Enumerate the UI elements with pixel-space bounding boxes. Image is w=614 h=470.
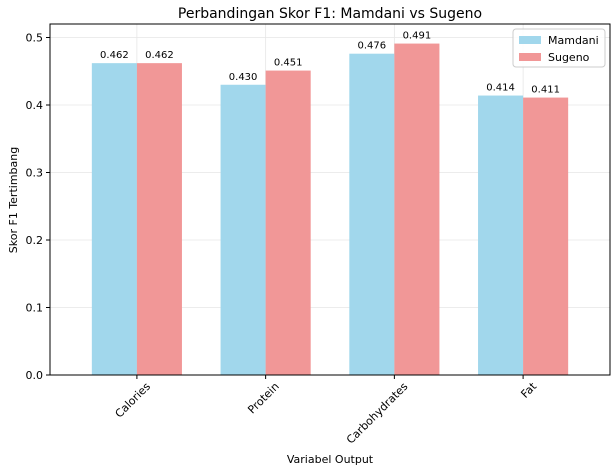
y-tick-label: 0.4 <box>26 99 44 112</box>
bar-sugeno-protein <box>265 70 311 375</box>
x-tick-label: Calories <box>113 380 154 421</box>
data-labels: 0.462 0.430 0.476 0.414 0.462 0.451 0.491 0.411 <box>100 31 560 96</box>
legend-swatch <box>519 36 541 44</box>
legend: Mamdani Sugeno <box>512 28 606 68</box>
x-tick-label: Protein <box>245 380 281 416</box>
legend-swatch <box>519 53 541 61</box>
data-label: 0.491 <box>403 31 432 42</box>
bars <box>91 43 569 376</box>
y-tick-label: 0.2 <box>26 234 44 247</box>
x-tick-label: Fat <box>518 379 539 400</box>
data-label: 0.414 <box>486 83 515 94</box>
data-label: 0.462 <box>100 50 129 61</box>
data-label: 0.411 <box>531 85 560 96</box>
y-tick-label: 0.0 <box>26 369 44 382</box>
legend-label: Sugeno <box>548 51 590 64</box>
x-axis-label: Variabel Output <box>287 453 374 466</box>
plot-frame <box>49 23 611 376</box>
bar-sugeno-fat <box>523 97 569 375</box>
bar-mamdani-fat <box>478 95 524 376</box>
y-tick-label: 0.5 <box>26 32 44 45</box>
bar-mamdani-calories <box>91 63 137 376</box>
bar-sugeno-calories <box>136 63 182 376</box>
legend-label: Mamdani <box>548 34 599 47</box>
data-label: 0.476 <box>358 41 387 52</box>
y-tick-label: 0.1 <box>26 302 44 315</box>
data-label: 0.462 <box>145 50 174 61</box>
y-tick-label: 0.3 <box>26 167 44 180</box>
chart-title: Perbandingan Skor F1: Mamdani vs Sugeno <box>178 6 482 22</box>
bar-mamdani-carbohydrates <box>349 53 395 375</box>
bar-sugeno-carbohydrates <box>394 43 440 375</box>
data-label: 0.430 <box>229 72 258 83</box>
data-label: 0.451 <box>274 58 303 69</box>
x-tick-label: Carbohydrates <box>344 380 411 447</box>
y-axis-label: Skor F1 Tertimbang <box>7 147 20 253</box>
bar-mamdani-protein <box>220 84 266 375</box>
